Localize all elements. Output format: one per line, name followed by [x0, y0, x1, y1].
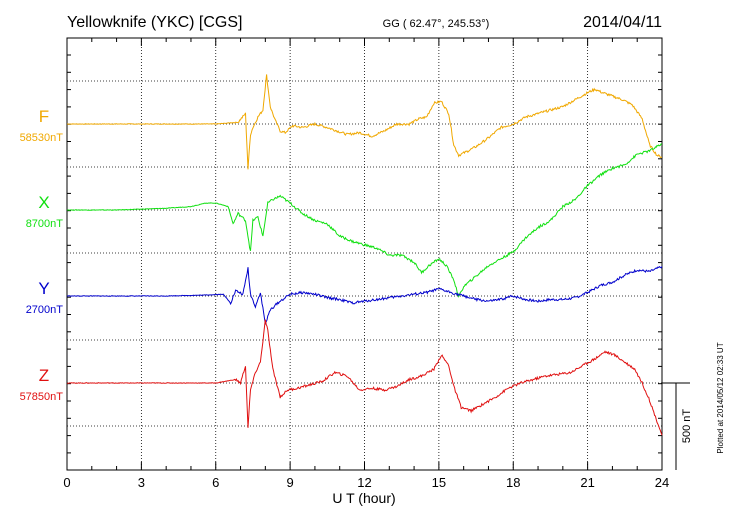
x-axis-label: U T (hour) [332, 490, 395, 506]
series-baseline-x: 8700nT [26, 218, 64, 230]
series-lines [66, 74, 663, 436]
chart-title: Yellowknife (YKC) [CGS] [67, 14, 242, 31]
station-coordinates: GG ( 62.47°, 245.53°) [383, 18, 490, 30]
series-line-x [66, 143, 662, 298]
plotted-at-note: Plotted at 2014/05/12 02:33 UT [716, 342, 725, 453]
scale-bar: 500 nT [662, 382, 693, 470]
series-baseline-f: 58530nT [20, 132, 64, 144]
x-tick-label: 21 [580, 475, 594, 490]
x-tick-label: 6 [212, 475, 219, 490]
x-tick-label: 0 [63, 475, 70, 490]
axis-ticks: 0 3 6 9 12 15 18 21 24 [63, 38, 669, 490]
scale-bar-label: 500 nT [681, 409, 693, 444]
series-line-f [67, 74, 663, 170]
series-name-f: F [39, 107, 49, 126]
x-tick-label: 24 [655, 475, 669, 490]
series-line-z [67, 319, 663, 436]
x-tick-label: 9 [287, 475, 294, 490]
series-name-y: Y [38, 279, 49, 298]
series-baseline-z: 57850nT [20, 391, 64, 403]
series-line-y [66, 266, 663, 326]
x-tick-label: 3 [138, 475, 145, 490]
x-tick-label: 15 [432, 475, 446, 490]
series-baseline-y: 2700nT [26, 304, 64, 316]
series-name-z: Z [39, 366, 49, 385]
grid [67, 38, 662, 470]
x-tick-label: 12 [357, 475, 371, 490]
series-labels: F 58530nT X 8700nT Y 2700nT Z 57850nT [20, 107, 64, 403]
x-tick-label: 18 [506, 475, 520, 490]
series-name-x: X [38, 193, 49, 212]
chart-date: 2014/04/11 [583, 14, 662, 31]
